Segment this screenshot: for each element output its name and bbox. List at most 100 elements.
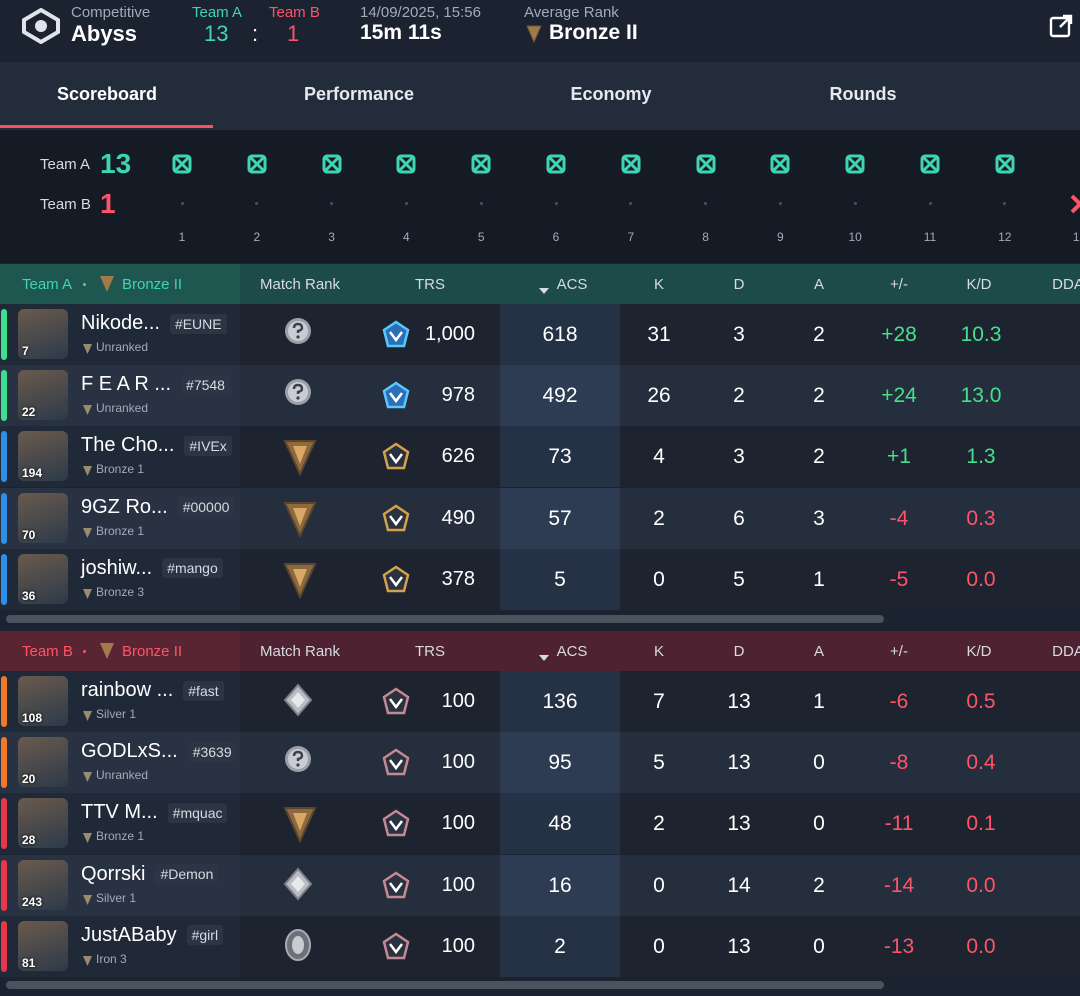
avg-rank-icon — [526, 25, 542, 43]
round-empty-dot — [928, 202, 932, 205]
round-empty-dot — [853, 202, 857, 205]
column-header[interactable]: ACS — [556, 643, 588, 660]
column-header[interactable]: A — [813, 643, 825, 660]
map: Abyss — [71, 21, 138, 46]
acs-cell — [500, 732, 620, 794]
column-header[interactable]: DDA — [1052, 276, 1080, 293]
round-win-icon — [469, 152, 493, 176]
stat-a: 2 — [813, 873, 825, 897]
team-name: Team A — [22, 276, 73, 293]
player-level: 243 — [22, 894, 43, 909]
player-name: 9GZ Ro... — [81, 495, 168, 518]
column-header[interactable]: TRS — [415, 276, 445, 293]
trs-icon — [381, 381, 411, 411]
match-rank-icon — [283, 928, 317, 966]
score-separator: : — [252, 21, 259, 46]
tab[interactable]: Performance — [303, 84, 415, 104]
column-header[interactable]: D — [733, 276, 745, 293]
player-name: TTV M... — [81, 801, 158, 824]
round-number: 10 — [848, 230, 862, 244]
player-rank-icon — [83, 769, 92, 783]
column-header[interactable]: K — [653, 643, 665, 660]
trs: 100 — [441, 873, 475, 896]
column-header[interactable]: K — [653, 276, 665, 293]
round-win-icon — [544, 152, 568, 176]
column-header[interactable]: DDA — [1052, 643, 1080, 660]
stat-k: 0 — [653, 934, 665, 958]
player-rank-icon — [83, 953, 92, 966]
column-header[interactable]: Match Rank — [259, 643, 341, 660]
tab[interactable]: Rounds — [829, 84, 897, 104]
acs: 73 — [548, 445, 572, 469]
player-avatar — [18, 737, 68, 788]
tab[interactable]: Scoreboard — [56, 84, 158, 104]
trs-icon — [381, 871, 411, 901]
acs: 95 — [548, 751, 572, 775]
stat-kd: 0.1 — [966, 812, 996, 836]
column-header[interactable]: Match Rank — [259, 276, 341, 293]
stat-a: 1 — [813, 567, 825, 591]
stat-a: 1 — [813, 690, 825, 713]
separator-dot — [83, 283, 86, 286]
open-external-button[interactable] — [1049, 14, 1073, 38]
column-header[interactable]: D — [733, 643, 745, 660]
player-tag: #3639 — [187, 741, 237, 762]
stat-kd: 0.0 — [966, 567, 996, 591]
trs: 1,000 — [424, 323, 475, 345]
player-level: 70 — [22, 527, 36, 542]
stat-k: 31 — [647, 323, 671, 346]
stat-a: 2 — [813, 445, 825, 469]
player-rank: Unranked — [96, 768, 149, 783]
column-header[interactable]: A — [813, 276, 825, 293]
player-name: Nikode... — [81, 312, 160, 334]
stat-k: 0 — [653, 873, 665, 897]
player-tag: #mango — [162, 558, 223, 579]
player-tag: #7548 — [181, 374, 230, 395]
stat-d: 13 — [727, 690, 751, 713]
round-number: 3 — [328, 230, 335, 244]
trs: 978 — [441, 384, 475, 407]
column-header[interactable]: +/- — [890, 643, 908, 660]
match-duration: 15m 11s — [360, 21, 442, 44]
team-rank: Bronze II — [122, 276, 183, 293]
trs: 378 — [441, 567, 475, 590]
rounds-team-a-score: 13 — [100, 148, 132, 179]
column-header[interactable]: +/- — [890, 276, 908, 293]
column-header[interactable]: K/D — [966, 643, 992, 660]
player-avatar — [18, 309, 68, 359]
team-a-score: 13 — [204, 21, 229, 46]
acs-cell — [500, 854, 620, 916]
player-tag: #girl — [186, 925, 224, 946]
match-rank-icon — [283, 683, 317, 721]
acs-cell — [500, 793, 620, 855]
team-header-player-cell — [0, 264, 240, 304]
player-rank: Unranked — [96, 340, 149, 354]
acs: 5 — [554, 567, 566, 591]
trs: 100 — [441, 690, 475, 712]
team-b-label: Team B — [269, 4, 320, 21]
match-rank-icon — [283, 744, 317, 782]
team-b-score: 1 — [287, 21, 300, 46]
round-win-icon — [918, 152, 942, 176]
tab[interactable]: Economy — [570, 84, 652, 104]
round-empty-dot — [479, 202, 483, 205]
round-number: 9 — [777, 230, 784, 244]
player-level: 20 — [22, 772, 36, 787]
stat-pm: -8 — [889, 751, 909, 775]
column-header[interactable]: K/D — [966, 276, 992, 293]
round-empty-dot — [554, 202, 558, 205]
column-header[interactable]: ACS — [556, 276, 588, 293]
match-date: 14/09/2025, 15:56 — [360, 4, 481, 21]
trs-icon — [381, 809, 411, 839]
acs: 48 — [548, 812, 572, 836]
player-avatar — [18, 370, 68, 421]
column-header[interactable]: TRS — [415, 643, 445, 660]
rounds-team-a-label: Team A — [40, 156, 91, 173]
party-bar — [1, 859, 7, 911]
round-number: 7 — [627, 230, 635, 244]
match-rank-icon — [283, 438, 317, 477]
avg-rank: Bronze II — [549, 21, 638, 44]
player-avatar — [18, 431, 68, 482]
player-tag: #mquac — [167, 802, 228, 823]
round-empty-dot — [404, 202, 408, 205]
